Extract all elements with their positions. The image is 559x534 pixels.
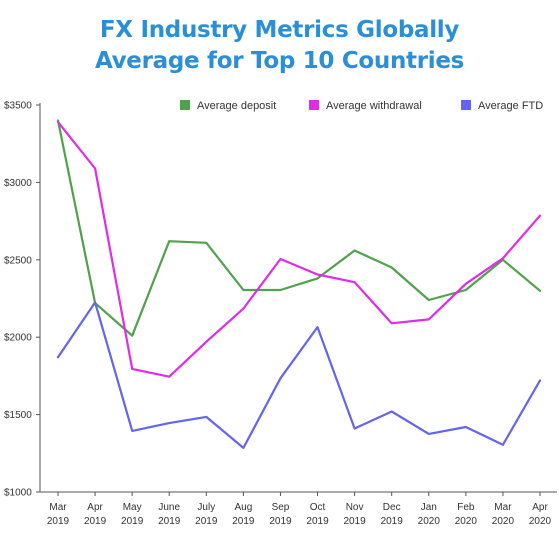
x-tick-label-year: 2020 — [492, 516, 515, 527]
legend-label: Average withdrawal — [326, 100, 422, 112]
x-tick-label-year: 2019 — [381, 516, 404, 527]
y-tick-label: $3500 — [4, 101, 32, 112]
chart-axes — [39, 103, 557, 493]
legend: Average deposit Average withdrawal Average… — [180, 100, 543, 112]
x-tick-label-month: Dec — [383, 502, 401, 513]
x-tick-label-month: May — [123, 502, 142, 513]
x-tick-label-year: 2019 — [195, 516, 218, 527]
x-tick-label-month: Oct — [310, 502, 326, 513]
x-tick-label-year: 2020 — [529, 516, 552, 527]
y-tick-label: $2500 — [4, 255, 32, 266]
x-tick-label-year: 2019 — [84, 516, 107, 527]
series-line-1 — [56, 119, 542, 337]
x-tick-label-month: Nov — [346, 502, 364, 513]
legend-swatch — [309, 100, 319, 110]
x-tick-label-month: Aug — [234, 502, 252, 513]
legend-swatch — [180, 100, 190, 110]
legend-label: Average FTD — [478, 100, 543, 112]
x-tick-label-year: 2019 — [269, 516, 292, 527]
legend-swatch — [461, 100, 471, 110]
chart-subtitle: Average for Top 10 Countries — [94, 48, 465, 74]
series-lines — [56, 119, 542, 449]
y-tick-label: $1000 — [4, 488, 32, 499]
x-tick-label-year: 2019 — [121, 516, 144, 527]
y-tick-label: $1500 — [4, 410, 32, 421]
x-axis-ticks: Mar 2019 Apr 2019 May 2019 June 2019 July 2019 Aug… — [47, 492, 552, 527]
x-tick-label-month: Jan — [421, 502, 437, 513]
x-tick-label-month: July — [197, 502, 215, 513]
x-tick-label-year: 2020 — [418, 516, 441, 527]
y-tick-label: $3000 — [4, 178, 32, 189]
x-tick-label-month: Feb — [457, 502, 475, 513]
x-tick-label-month: Sep — [272, 502, 290, 513]
y-tick-label: $2000 — [4, 333, 32, 344]
series-line-3 — [56, 301, 542, 449]
legend-label: Average deposit — [197, 100, 276, 112]
x-tick-label-year: 2019 — [343, 516, 366, 527]
x-tick-label-month: Apr — [532, 502, 548, 513]
x-tick-label-month: Mar — [494, 502, 512, 513]
x-tick-label-year: 2019 — [232, 516, 255, 527]
x-tick-label-month: Mar — [49, 502, 67, 513]
series-line-2 — [56, 120, 542, 378]
x-tick-label-year: 2020 — [455, 516, 478, 527]
x-tick-label-year: 2019 — [306, 516, 329, 527]
x-tick-label-year: 2019 — [158, 516, 181, 527]
chart-title: FX Industry Metrics Globally — [99, 17, 460, 43]
x-tick-label-month: Apr — [87, 502, 103, 513]
x-tick-label-month: June — [158, 502, 180, 513]
y-axis-ticks: $1000 $1500 $2000 $2500 $3000 $3500 — [4, 101, 40, 499]
x-tick-label-year: 2019 — [47, 516, 70, 527]
